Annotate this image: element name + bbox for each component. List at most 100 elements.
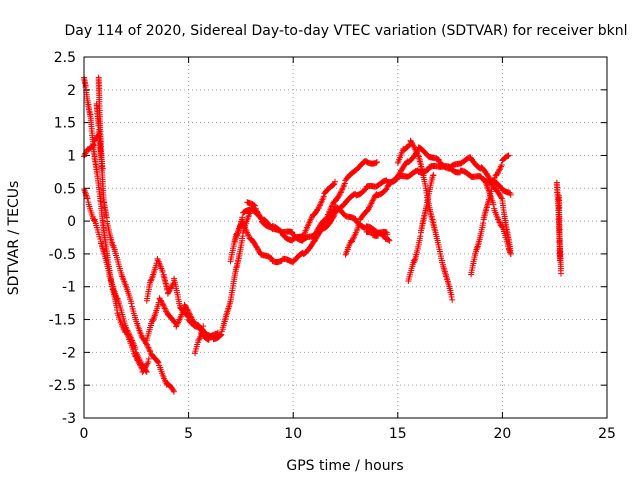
grid-lines	[84, 57, 607, 418]
series-track-k	[244, 178, 339, 244]
data-point	[155, 359, 162, 366]
y-tick-label: -0.5	[49, 247, 76, 263]
data-point	[490, 201, 497, 208]
data-point	[145, 355, 152, 362]
data-point	[161, 276, 168, 283]
data-point	[307, 216, 314, 223]
series-track-o	[405, 172, 437, 285]
data-point	[142, 367, 149, 374]
series-track-e	[93, 100, 106, 172]
data-point	[159, 269, 166, 276]
data-point	[161, 305, 168, 312]
data-point	[160, 302, 167, 309]
data-point	[245, 232, 252, 239]
data-point	[84, 195, 91, 202]
data-point	[166, 287, 173, 294]
series-track-j	[231, 157, 380, 266]
series-track-p	[468, 152, 512, 278]
data-point	[251, 202, 258, 209]
data-point	[199, 326, 206, 333]
data-point	[91, 217, 98, 224]
x-tick-label: 25	[598, 426, 616, 442]
data-point	[218, 331, 225, 338]
data-point	[128, 300, 135, 307]
data-point	[82, 150, 89, 157]
data-point	[144, 360, 151, 367]
data-point	[99, 165, 106, 172]
x-tick-label: 0	[80, 426, 89, 442]
data-point	[497, 165, 504, 172]
data-point	[505, 246, 512, 253]
series-track-h	[191, 323, 207, 357]
series-track-c	[81, 132, 102, 160]
data-point	[145, 345, 152, 352]
data-point	[184, 307, 191, 314]
data-point	[495, 169, 502, 176]
data-point	[496, 219, 503, 226]
chart-title: Day 114 of 2020, Sidereal Day-to-day VTE…	[65, 23, 628, 39]
data-point	[124, 328, 131, 335]
series-track-q	[482, 179, 514, 257]
data-point	[430, 172, 437, 179]
y-tick-label: -2	[62, 345, 76, 361]
y-tick-label: 1.5	[54, 116, 76, 132]
data-point	[507, 250, 514, 257]
data-point	[350, 235, 357, 242]
data-point	[556, 257, 563, 264]
series-track-t	[555, 192, 563, 264]
data-point	[200, 323, 207, 330]
x-tick-label: 10	[284, 426, 302, 442]
data-point	[251, 202, 258, 209]
data-point	[507, 191, 514, 198]
data-point	[330, 181, 337, 188]
series-track-b	[81, 186, 150, 376]
y-tick-label: -3	[62, 411, 76, 427]
data-point	[105, 267, 112, 274]
plot-frame	[83, 56, 608, 419]
data-point	[239, 218, 246, 225]
data-point	[384, 231, 391, 238]
data-point	[277, 228, 284, 235]
data-point	[145, 359, 152, 366]
data-point	[214, 329, 221, 336]
data-point	[449, 296, 456, 303]
data-point	[336, 192, 343, 199]
y-tick-label: -1.5	[49, 313, 76, 329]
data-point	[214, 330, 221, 337]
data-point	[356, 220, 363, 227]
data-point	[142, 340, 149, 347]
data-point	[187, 311, 194, 318]
data-point	[366, 204, 373, 211]
data-point	[253, 208, 260, 215]
data-point	[315, 203, 322, 210]
data-point	[369, 197, 376, 204]
data-point	[338, 188, 345, 195]
series-track-g	[143, 295, 221, 344]
data-point	[90, 141, 97, 148]
x-axis-label: GPS time / hours	[286, 458, 403, 474]
data-point	[448, 293, 455, 300]
y-tick-label: 2.5	[54, 50, 76, 66]
data-points	[81, 74, 564, 395]
data-point	[143, 369, 150, 376]
data-point	[160, 273, 167, 280]
data-point	[183, 305, 190, 312]
data-point	[385, 236, 392, 243]
data-point	[266, 254, 273, 261]
data-point	[169, 386, 176, 393]
data-point	[126, 331, 133, 338]
data-point	[317, 201, 324, 208]
y-tick-label: -1	[62, 280, 76, 296]
y-axis-label: SDTVAR / TECUs	[6, 181, 22, 296]
series-track-n	[394, 137, 456, 303]
y-tick-label: -2.5	[49, 378, 76, 394]
y-tick-label: 1	[67, 148, 76, 164]
data-point	[330, 213, 337, 220]
data-point	[411, 145, 418, 152]
data-point	[368, 200, 375, 207]
data-point	[170, 388, 177, 395]
data-point	[144, 343, 151, 350]
data-point	[557, 270, 564, 277]
